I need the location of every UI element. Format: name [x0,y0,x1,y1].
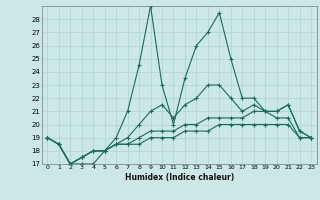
X-axis label: Humidex (Indice chaleur): Humidex (Indice chaleur) [124,173,234,182]
